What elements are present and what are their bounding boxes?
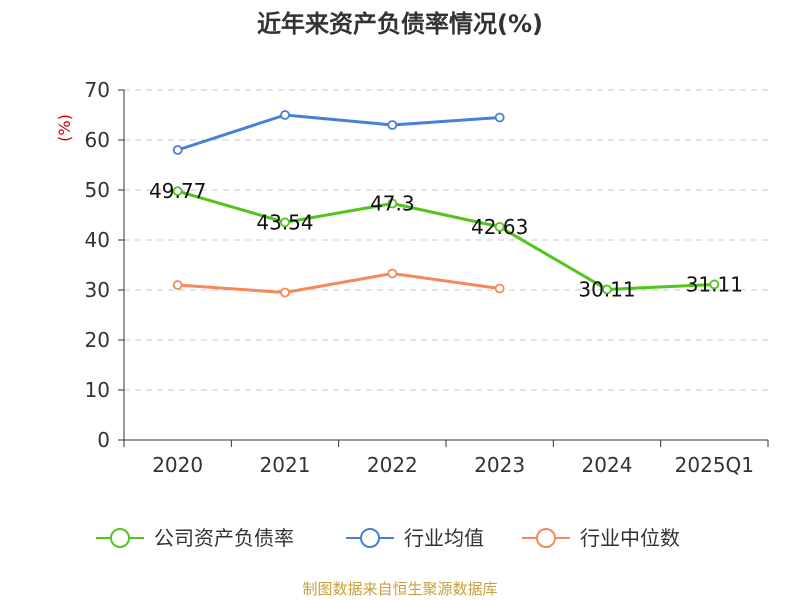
chart-title: 近年来资产负债率情况(%) [257, 10, 543, 38]
series-3-point [280, 287, 290, 298]
y-axis-unit-label: (%) [55, 114, 74, 142]
series-1-point [387, 198, 398, 209]
y-tick-label: 40 [85, 228, 110, 252]
data-label: 31.11 [686, 272, 743, 296]
series-1-point [709, 279, 720, 290]
legend-marker [110, 528, 130, 548]
data-label: 30.11 [578, 277, 635, 301]
legend-item[interactable]: 行业中位数 [522, 526, 680, 550]
y-tick-label: 30 [85, 278, 110, 302]
legend-label: 公司资产负债率 [154, 526, 294, 550]
series-2-point [172, 145, 183, 155]
x-tick-label: 2022 [367, 453, 418, 477]
source-note: 制图数据来自恒生聚源数据库 [302, 580, 497, 598]
series-1-line [176, 189, 716, 291]
data-label: 43.54 [256, 210, 313, 234]
series-3-point [172, 280, 183, 290]
series-3-point [494, 283, 505, 294]
series-3-line [176, 272, 502, 294]
series-1-point [280, 217, 290, 228]
data-label: 42.63 [471, 215, 528, 239]
y-tick-label: 50 [85, 178, 110, 202]
series-1-point [602, 284, 612, 295]
series-2-point [280, 110, 290, 120]
legend-item[interactable]: 行业均值 [346, 526, 484, 550]
legend[interactable]: 公司资产负债率 行业均值 行业中位数 [96, 526, 680, 550]
x-tick-label: 2021 [260, 453, 311, 477]
grid [124, 89, 768, 391]
x-tick-label: 2023 [474, 453, 525, 477]
series-2-point [494, 112, 505, 123]
legend-marker [536, 528, 556, 548]
series-layer [172, 110, 720, 298]
legend-label: 行业均值 [404, 526, 484, 550]
x-tick-label: 2024 [582, 453, 633, 477]
data-label: 49.77 [149, 179, 206, 203]
data-labels: 49.77 43.54 47.3 42.63 30.11 31.11 [149, 179, 743, 301]
axes: 0 10 20 30 40 50 60 70 2020 2021 2022 2023 2024 2025Q… [85, 78, 769, 477]
y-tick-label: 10 [85, 378, 110, 402]
legend-label: 行业中位数 [580, 526, 680, 550]
y-tick-label: 60 [85, 128, 110, 152]
series-2-line [176, 113, 502, 152]
data-label: 47.3 [370, 192, 415, 216]
legend-item[interactable]: 公司资产负债率 [96, 526, 294, 550]
x-tick-label: 2020 [152, 453, 203, 477]
y-tick-label: 20 [85, 328, 110, 352]
series-2-point [387, 120, 398, 130]
legend-marker [360, 528, 380, 548]
series-1-point [172, 186, 183, 197]
series-1-point [494, 221, 505, 232]
y-tick-label: 0 [97, 428, 110, 452]
y-tick-label: 70 [85, 78, 110, 102]
x-tick-label: 2025Q1 [675, 453, 754, 477]
series-3-point [387, 268, 398, 279]
